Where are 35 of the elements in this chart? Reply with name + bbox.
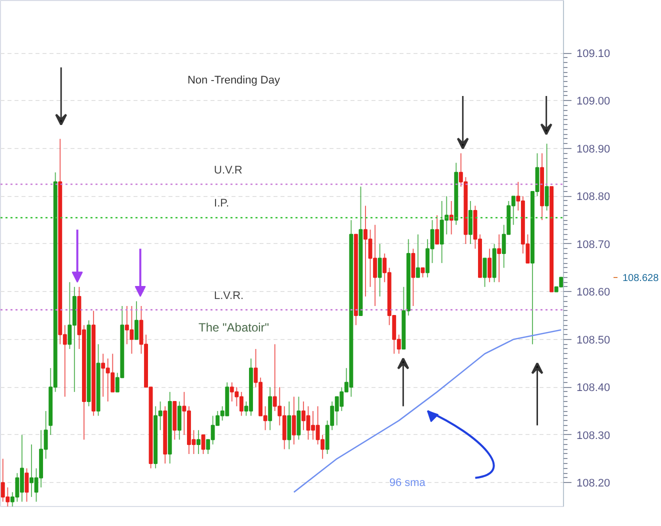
text: 108.628 xyxy=(622,272,660,284)
ref-line-label: I.P. xyxy=(214,198,230,210)
text: Non -Trending Day xyxy=(187,74,280,86)
candlestick xyxy=(435,214,440,244)
candlestick xyxy=(488,248,492,283)
y-tick-label: 109.00 xyxy=(576,96,610,108)
annotation: The "Abatoir" xyxy=(198,320,270,335)
candlestick xyxy=(268,386,272,431)
candlestick xyxy=(468,200,472,244)
candlestick xyxy=(296,396,301,440)
candlestick xyxy=(201,434,206,454)
y-tick-label: 108.90 xyxy=(576,143,610,156)
text: 96 sma xyxy=(389,477,426,490)
candlestick xyxy=(544,143,549,212)
candlestick xyxy=(287,400,292,450)
candlestick xyxy=(416,234,420,278)
y-tick-label: 108.60 xyxy=(576,286,610,299)
candlestick xyxy=(177,400,182,440)
y-tick-label: 108.20 xyxy=(576,478,610,490)
candlestick xyxy=(134,300,138,340)
y-tick-label: 109.10 xyxy=(576,48,610,60)
candlestick xyxy=(292,396,296,445)
y-tick-label: 108.50 xyxy=(576,334,610,346)
candlestick xyxy=(196,430,200,454)
candlestick xyxy=(482,258,487,288)
ref-line-label: L.V.R. xyxy=(214,290,244,302)
y-tick-label: 108.70 xyxy=(576,238,610,251)
candlestick xyxy=(497,234,502,283)
y-tick-label: 108.80 xyxy=(576,191,610,204)
line-series xyxy=(293,329,562,493)
ref-line-label: U.V.R xyxy=(214,164,242,176)
y-tick-label: 108.40 xyxy=(576,382,610,394)
candlestick xyxy=(378,243,382,297)
y-tick-label: 108.30 xyxy=(576,430,610,442)
candlestick xyxy=(411,248,416,307)
